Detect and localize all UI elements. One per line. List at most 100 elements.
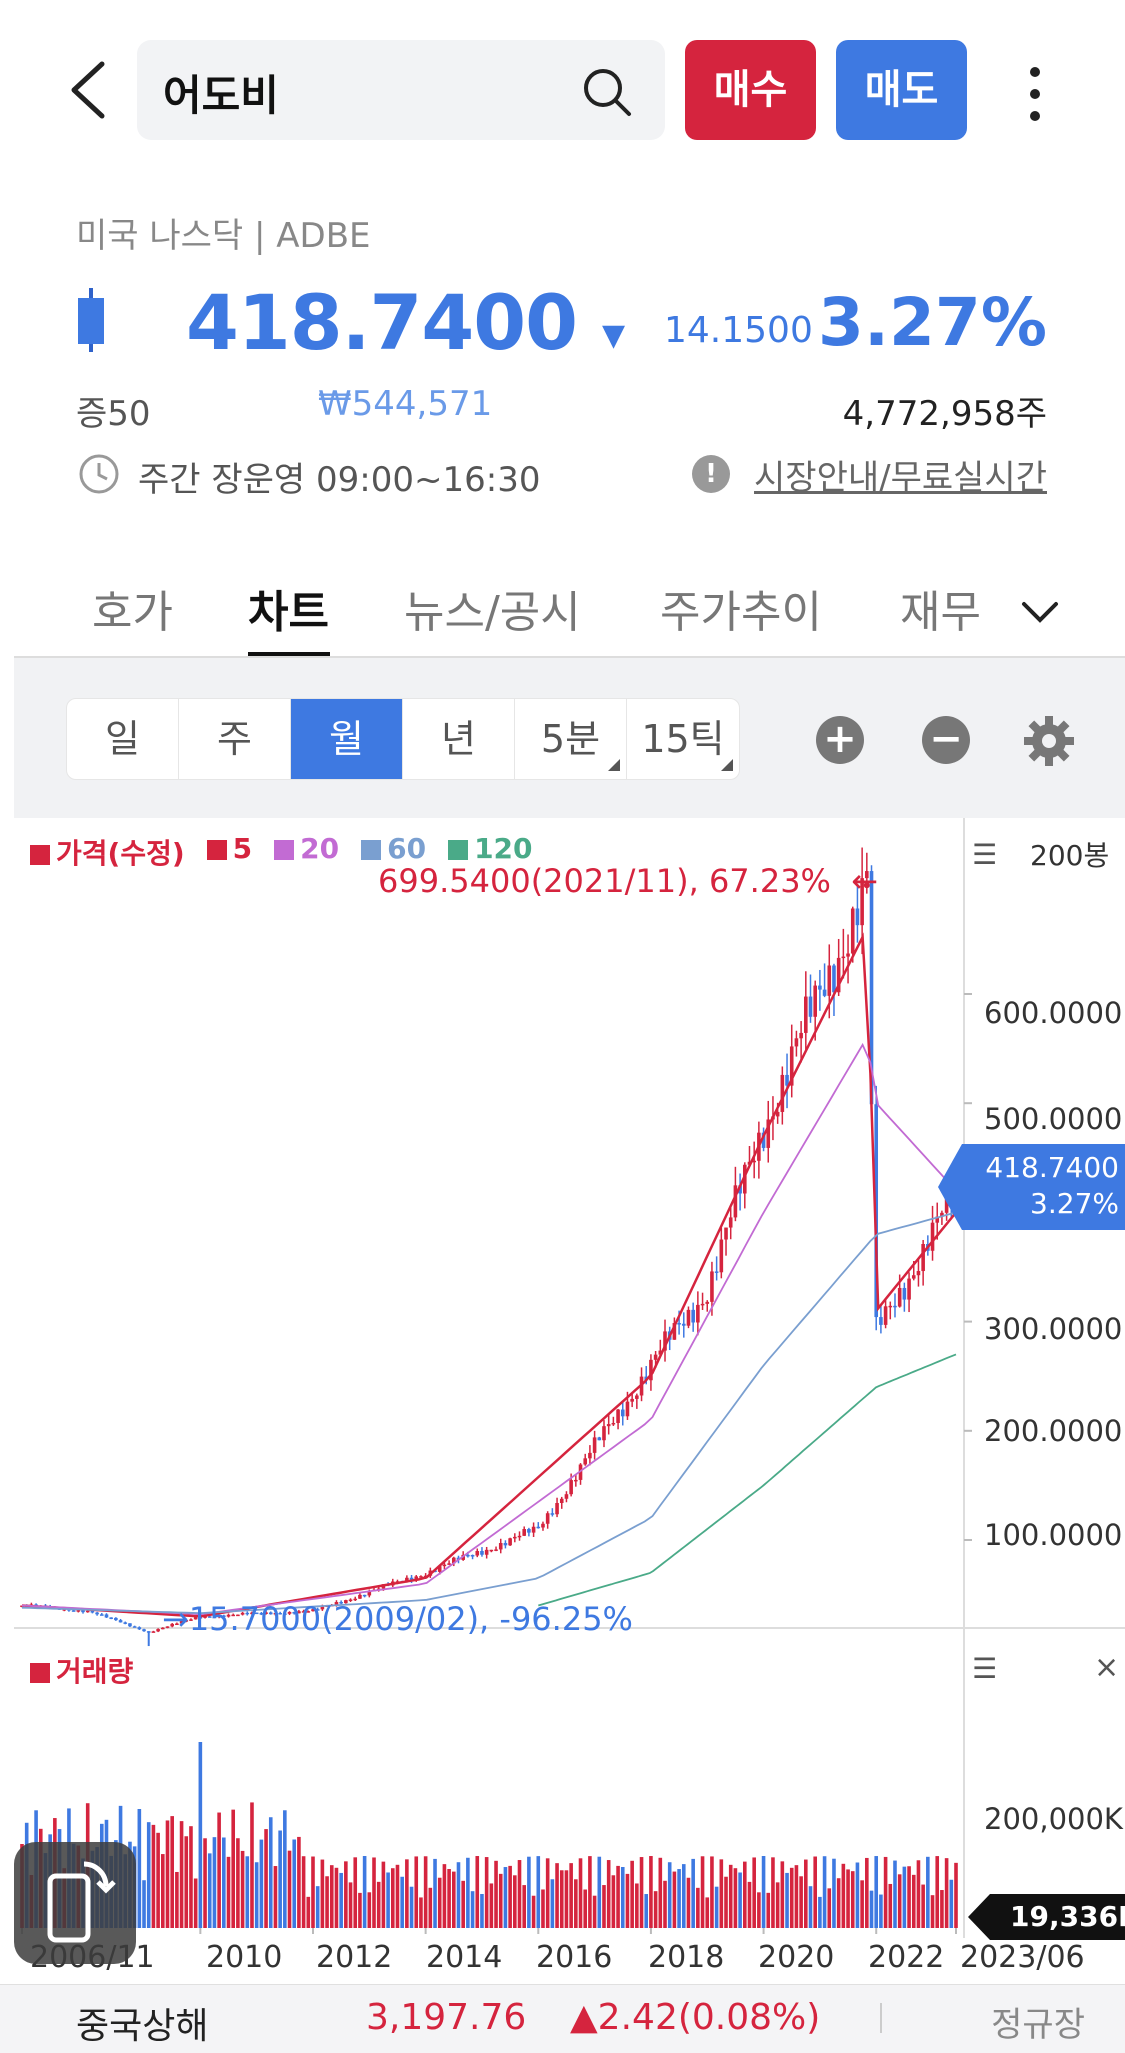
volume-bar <box>283 1810 287 1928</box>
tab-price-trend[interactable]: 주가추이 <box>660 587 822 638</box>
chart-menu-icon[interactable]: ☰ <box>972 838 998 871</box>
period-week[interactable]: 주 <box>179 699 291 779</box>
candle <box>738 1185 742 1194</box>
volume-bar <box>874 1856 879 1928</box>
candle <box>789 1046 794 1086</box>
candle <box>268 1612 273 1615</box>
gear-icon[interactable] <box>1022 714 1076 768</box>
candle <box>761 1132 766 1148</box>
tab-bar: 호가 차트 뉴스/공시 주가추이 재무 <box>0 570 1125 660</box>
candle <box>405 1577 409 1582</box>
ma5-line <box>21 932 957 1618</box>
volume-bar <box>926 1856 930 1928</box>
volume-bar <box>691 1858 695 1928</box>
tab-financials[interactable]: 재무 <box>900 587 981 638</box>
volume-bar <box>226 1856 231 1928</box>
zoom-out-icon[interactable]: − <box>922 716 970 764</box>
volume-bar <box>888 1883 893 1928</box>
period-15tick[interactable]: 15틱 <box>627 699 739 779</box>
zoom-in-icon[interactable]: + <box>816 716 864 764</box>
candle <box>902 1287 907 1300</box>
candle <box>935 1216 940 1223</box>
index-name: 중국상해 <box>76 2006 209 2047</box>
candle <box>517 1535 522 1538</box>
volume-bar <box>738 1872 742 1928</box>
volume-bar <box>184 1836 189 1928</box>
market-guide-link[interactable]: 시장안내/무료실시간 <box>754 458 1047 498</box>
volume-bar <box>719 1859 724 1928</box>
chevron-down-icon[interactable] <box>1018 592 1062 632</box>
candle <box>846 953 850 957</box>
volume-bar <box>813 1856 817 1928</box>
candle <box>71 1610 76 1612</box>
volume-bar <box>696 1887 700 1928</box>
candle <box>259 1613 264 1615</box>
candle <box>156 1629 160 1632</box>
volume-bar <box>461 1880 465 1928</box>
volume-bar <box>700 1856 705 1928</box>
volume-bar <box>545 1858 550 1928</box>
volume-bar <box>808 1886 813 1928</box>
volume-bar <box>644 1894 649 1928</box>
volume-menu-icon[interactable]: ☰ <box>972 1652 998 1685</box>
volume-bar <box>156 1832 160 1928</box>
period-year[interactable]: 년 <box>403 699 515 779</box>
volume-bar <box>733 1868 738 1928</box>
volume-bar <box>390 1868 395 1928</box>
volume-bar <box>386 1872 390 1928</box>
more-options-icon[interactable] <box>1015 64 1055 124</box>
back-icon[interactable] <box>62 58 122 122</box>
volume-bar <box>916 1860 921 1928</box>
volume-bar <box>606 1860 611 1928</box>
rotate-icon <box>47 1861 116 1943</box>
volume-bar <box>592 1895 597 1928</box>
candle <box>879 1317 883 1325</box>
candle <box>179 1621 184 1624</box>
candle <box>663 1331 667 1351</box>
candle <box>489 1549 494 1552</box>
sell-button[interactable]: 매도 <box>836 40 967 140</box>
candle <box>311 1609 315 1612</box>
candle <box>367 1591 372 1596</box>
period-day[interactable]: 일 <box>67 699 179 779</box>
candle <box>583 1458 588 1465</box>
candle <box>804 996 808 1033</box>
search-box[interactable]: 어도비 <box>137 40 665 140</box>
candle <box>264 1612 268 1614</box>
rotate-screen-button[interactable] <box>14 1842 136 1964</box>
close-icon[interactable]: × <box>1094 1650 1120 1685</box>
bottom-index-ticker[interactable]: 중국상해 3,197.76 ▲2.42(0.08%) 정규장 <box>0 1984 1125 2053</box>
tab-orderbook[interactable]: 호가 <box>92 587 173 638</box>
tab-news[interactable]: 뉴스/공시 <box>404 587 581 638</box>
search-icon[interactable] <box>581 66 633 118</box>
tab-chart[interactable]: 차트 <box>248 587 329 638</box>
ticker-divider <box>880 2003 882 2033</box>
volume-bar <box>358 1892 362 1928</box>
candle <box>297 1611 301 1614</box>
current-price-tag: 418.7400 3.27% <box>938 1144 1125 1230</box>
volume-bar <box>578 1858 583 1928</box>
volume-bar <box>433 1858 437 1928</box>
volume-bar <box>395 1864 400 1928</box>
period-5min[interactable]: 5분 <box>515 699 627 779</box>
candle <box>705 1301 710 1304</box>
chart-canvas[interactable] <box>14 818 1125 1938</box>
candle <box>76 1610 81 1612</box>
volume-bar <box>653 1891 658 1928</box>
volume-bar <box>466 1857 470 1928</box>
volume-bar <box>799 1876 803 1928</box>
period-month[interactable]: 월 <box>291 699 403 779</box>
price-change-pct: 3.27% <box>818 284 1047 361</box>
bars-count[interactable]: 200봉 <box>1030 839 1110 872</box>
candle <box>447 1563 451 1565</box>
volume-bar <box>179 1821 184 1928</box>
volume-y-tick: 200,000K <box>984 1802 1123 1836</box>
legend-ma5: 5 <box>206 832 252 872</box>
volume-bar <box>846 1869 850 1928</box>
buy-button[interactable]: 매수 <box>685 40 816 140</box>
candle <box>545 1513 550 1524</box>
volume-bar <box>611 1875 616 1928</box>
price-chart[interactable] <box>14 818 1125 1938</box>
candle <box>494 1549 498 1551</box>
search-input[interactable]: 어도비 <box>163 71 279 120</box>
